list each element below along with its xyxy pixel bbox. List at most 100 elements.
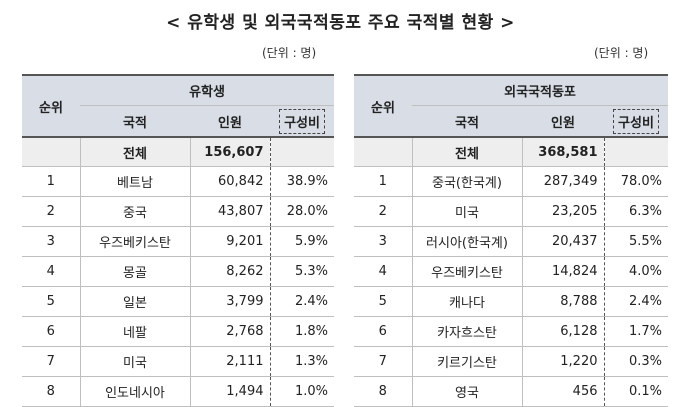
- nationality-cell: 베트남: [79, 166, 191, 197]
- ratio-cell: 1.0%: [269, 376, 335, 407]
- rank-cell: 8: [22, 376, 81, 407]
- table-row: 4 우즈베키스탄 14,824 4.0%: [354, 256, 668, 287]
- unit-label-left: (단위 : 명): [262, 46, 317, 60]
- nationality-cell: 인도네시아: [79, 376, 191, 407]
- table-row: 1 베트남 60,842 38.9%: [22, 166, 335, 197]
- table-row: 1 중국(한국계) 287,349 78.0%: [354, 166, 668, 197]
- table-row: 6 카자흐스탄 6,128 1.7%: [354, 316, 668, 347]
- ratio-cell: 0.3%: [603, 346, 668, 377]
- nationality-header: 국적: [80, 105, 190, 138]
- table-row: 2 중국 43,807 28.0%: [22, 196, 335, 227]
- rank-cell: 1: [22, 166, 81, 197]
- count-header: 인원: [190, 105, 270, 138]
- total-label: 전체: [411, 136, 523, 167]
- ratio-cell: 5.9%: [269, 226, 335, 257]
- rank-cell: 4: [22, 256, 81, 287]
- ratio-cell: 4.0%: [603, 256, 668, 287]
- nationality-cell: 우즈베키스탄: [79, 226, 191, 257]
- overseas-koreans-table: 순위 외국국적동포 국적 인원 구성비 전체 368,581 1 중국(한국계) 2…: [354, 74, 668, 407]
- ratio-cell: 78.0%: [603, 166, 668, 197]
- count-cell: 8,262: [190, 256, 270, 287]
- nationality-cell: 카자흐스탄: [411, 316, 523, 347]
- ratio-header: 구성비: [270, 105, 335, 138]
- rank-header: 순위: [22, 74, 80, 138]
- ratio-cell: 0.1%: [603, 376, 668, 407]
- group-header: 외국국적동포: [412, 74, 668, 106]
- count-cell: 23,205: [522, 196, 604, 227]
- rank-cell: 3: [354, 226, 413, 257]
- page-title: < 유학생 및 외국국적동포 주요 국적별 현황 >: [166, 13, 515, 33]
- count-cell: 2,768: [190, 316, 270, 347]
- ratio-cell: 6.3%: [603, 196, 668, 227]
- group-header: 유학생: [80, 74, 335, 106]
- table-row: 2 미국 23,205 6.3%: [354, 196, 668, 227]
- nationality-cell: 네팔: [79, 316, 191, 347]
- nationality-cell: 우즈베키스탄: [411, 256, 523, 287]
- nationality-cell: 중국: [79, 196, 191, 227]
- table-row: 7 미국 2,111 1.3%: [22, 346, 335, 377]
- count-header: 인원: [522, 105, 604, 138]
- ratio-cell: 1.8%: [269, 316, 335, 347]
- nationality-header: 국적: [412, 105, 522, 138]
- ratio-cell: 38.9%: [269, 166, 335, 197]
- ratio-cell: 5.3%: [269, 256, 335, 287]
- table-row: 3 러시아(한국계) 20,437 5.5%: [354, 226, 668, 257]
- total-row: 전체 368,581: [354, 136, 668, 167]
- nationality-cell: 중국(한국계): [411, 166, 523, 197]
- total-label: 전체: [79, 136, 191, 167]
- table-row: 5 일본 3,799 2.4%: [22, 286, 335, 317]
- count-cell: 9,201: [190, 226, 270, 257]
- table-row: 5 캐나다 8,788 2.4%: [354, 286, 668, 317]
- count-cell: 2,111: [190, 346, 270, 377]
- students-table: 순위 유학생 국적 인원 구성비 전체 156,607 1 베트남 60,842 38…: [22, 74, 335, 407]
- rank-cell: 8: [354, 376, 413, 407]
- rank-cell: 5: [22, 286, 81, 317]
- ratio-cell: 1.7%: [603, 316, 668, 347]
- rank-cell: 6: [354, 316, 413, 347]
- rank-cell: 1: [354, 166, 413, 197]
- nationality-cell: 러시아(한국계): [411, 226, 523, 257]
- nationality-cell: 캐나다: [411, 286, 523, 317]
- count-cell: 8,788: [522, 286, 604, 317]
- nationality-cell: 일본: [79, 286, 191, 317]
- total-ratio: [603, 136, 668, 167]
- table-row: 4 몽골 8,262 5.3%: [22, 256, 335, 287]
- total-ratio: [269, 136, 335, 167]
- count-cell: 14,824: [522, 256, 604, 287]
- nationality-cell: 영국: [411, 376, 523, 407]
- count-cell: 287,349: [522, 166, 604, 197]
- table-row: 8 인도네시아 1,494 1.0%: [22, 376, 335, 407]
- rank-header: 순위: [354, 74, 412, 138]
- ratio-cell: 2.4%: [603, 286, 668, 317]
- rank-cell: 7: [22, 346, 81, 377]
- count-cell: 3,799: [190, 286, 270, 317]
- rank-cell: 7: [354, 346, 413, 377]
- count-cell: 456: [522, 376, 604, 407]
- ratio-cell: 5.5%: [603, 226, 668, 257]
- ratio-cell: 2.4%: [269, 286, 335, 317]
- nationality-cell: 키르기스탄: [411, 346, 523, 377]
- rank-cell: 2: [354, 196, 413, 227]
- nationality-cell: 미국: [411, 196, 523, 227]
- count-cell: 20,437: [522, 226, 604, 257]
- nationality-cell: 미국: [79, 346, 191, 377]
- nationality-cell: 몽골: [79, 256, 191, 287]
- count-cell: 60,842: [190, 166, 270, 197]
- table-row: 7 키르기스탄 1,220 0.3%: [354, 346, 668, 377]
- table-row: 8 영국 456 0.1%: [354, 376, 668, 407]
- rank-cell: 3: [22, 226, 81, 257]
- rank-cell: 5: [354, 286, 413, 317]
- count-cell: 43,807: [190, 196, 270, 227]
- table-row: 3 우즈베키스탄 9,201 5.9%: [22, 226, 335, 257]
- count-cell: 6,128: [522, 316, 604, 347]
- table-row: 6 네팔 2,768 1.8%: [22, 316, 335, 347]
- ratio-cell: 1.3%: [269, 346, 335, 377]
- rank-cell: 6: [22, 316, 81, 347]
- ratio-cell: 28.0%: [269, 196, 335, 227]
- total-count: 368,581: [522, 136, 604, 167]
- total-count: 156,607: [190, 136, 270, 167]
- unit-label-right: (단위 : 명): [594, 46, 649, 60]
- total-row: 전체 156,607: [22, 136, 335, 167]
- rank-cell: 4: [354, 256, 413, 287]
- rank-cell: 2: [22, 196, 81, 227]
